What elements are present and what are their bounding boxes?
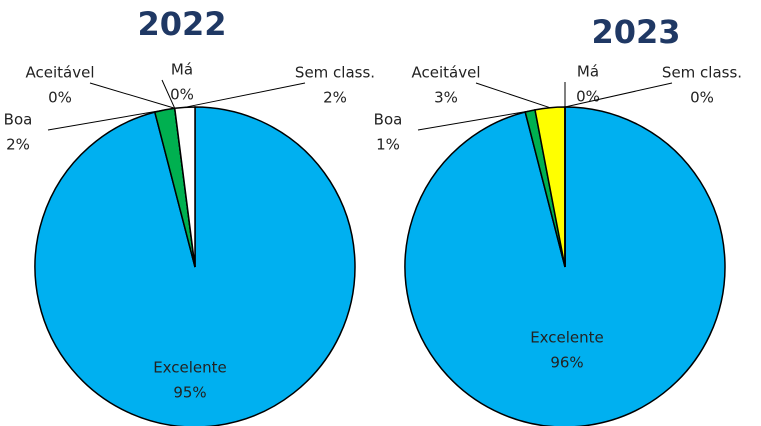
value-label: 0% (48, 89, 72, 107)
value-label: 96% (550, 354, 583, 372)
value-label: 3% (434, 89, 458, 107)
chart-title: 2022 (137, 5, 226, 43)
leader-line (475, 82, 551, 109)
leader-line (89, 82, 175, 109)
value-label: 2% (6, 136, 30, 154)
slice-label: Boa (4, 111, 33, 129)
slice-label: Aceitável (412, 64, 481, 82)
leader-line (184, 82, 306, 108)
value-label: 0% (576, 88, 600, 106)
pie-slice (173, 106, 196, 268)
slice-label: Boa (374, 111, 403, 129)
slice-label: Má (577, 63, 599, 81)
value-label: 0% (690, 89, 714, 107)
value-label: 95% (173, 384, 206, 402)
leader-line (564, 82, 673, 108)
value-label: 0% (170, 86, 194, 104)
slice-label: Excelente (530, 329, 604, 347)
value-label: 1% (376, 136, 400, 154)
chart-title: 2023 (591, 13, 680, 51)
slice-label: Sem class. (662, 64, 742, 82)
slice-label: Excelente (153, 359, 227, 377)
leader-line (161, 79, 176, 109)
slice-label: Aceitável (26, 64, 95, 82)
value-label: 2% (323, 89, 347, 107)
slice-label: Sem class. (295, 64, 375, 82)
leader-line (47, 109, 165, 131)
leader-line (417, 110, 531, 131)
slice-label: Má (171, 61, 193, 79)
